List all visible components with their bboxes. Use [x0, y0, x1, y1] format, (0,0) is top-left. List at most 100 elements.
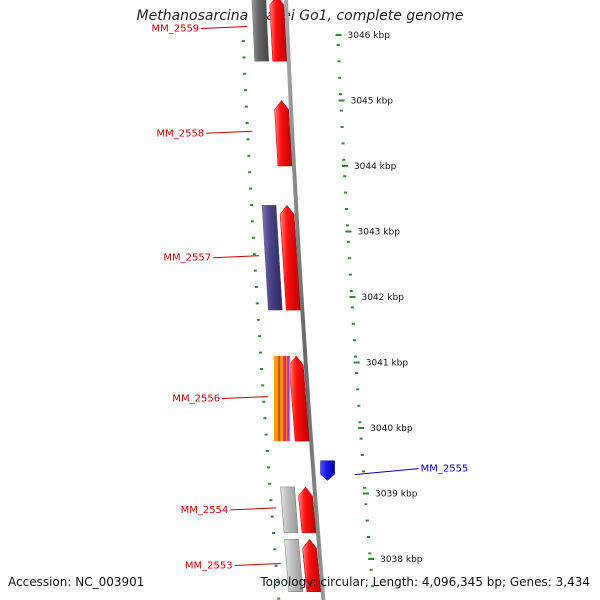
outer-minor-tick — [346, 240, 350, 243]
genome-backbone — [283, 0, 326, 600]
inner-minor-tick — [265, 450, 269, 452]
outer-minor-tick — [365, 519, 369, 522]
outer-minor-tick — [343, 175, 347, 178]
inner-minor-tick — [263, 417, 267, 420]
scale-tick-label: 3043 kbp — [358, 228, 401, 238]
outer-minor-tick — [345, 224, 349, 227]
gene-arrow — [302, 538, 322, 592]
gene-arrow — [298, 486, 317, 534]
inner-minor-tick — [243, 72, 247, 75]
scale-major-tick — [338, 99, 345, 102]
inner-minor-tick — [273, 548, 277, 551]
inner-minor-tick — [277, 597, 281, 600]
outer-minor-tick — [358, 421, 362, 424]
outer-minor-tick — [350, 306, 354, 309]
gene-label-leader — [201, 26, 248, 29]
scale-major-tick — [363, 492, 369, 495]
inner-minor-tick — [244, 89, 247, 92]
outer-minor-tick — [341, 142, 345, 145]
inner-minor-tick — [252, 253, 256, 256]
inner-minor-tick — [244, 105, 248, 108]
outer-minor-tick — [359, 437, 363, 440]
accession-text: Accession: NC_003901 — [8, 575, 145, 589]
domain-feature — [261, 205, 283, 311]
gene-label: MM_2554 — [181, 505, 229, 516]
outer-minor-tick — [344, 191, 348, 194]
outer-minor-tick — [347, 257, 351, 260]
domain-feature — [278, 355, 281, 442]
scale-major-tick — [349, 296, 356, 298]
scale-tick-label: 3042 kbp — [362, 293, 405, 303]
inner-minor-tick — [245, 122, 249, 124]
domain-feature — [251, 0, 269, 62]
scale-tick-label: 3044 kbp — [354, 162, 397, 172]
gene-label-layer: MM_2559 MM_2558 MM_2557 MM_2556 MM_2555 MM_25… — [151, 24, 468, 572]
outer-minor-tick — [336, 44, 340, 46]
scale-major-tick — [368, 558, 375, 560]
gene-mm_2553 — [284, 538, 322, 592]
outer-minor-tick — [356, 388, 360, 391]
gene-mm_2554 — [280, 486, 317, 534]
inner-minor-tick — [253, 269, 257, 272]
scale-major-tick — [335, 34, 342, 36]
outer-minor-tick — [337, 60, 341, 63]
inner-minor-tick — [256, 318, 260, 321]
inner-minor-tick — [269, 499, 273, 502]
gene-label: MM_2559 — [151, 24, 199, 35]
scale-tick-label: 3038 kbp — [380, 555, 423, 565]
scale-tick-label: 3040 kbp — [370, 424, 413, 434]
scale-tick-label: 3046 kbp — [348, 31, 391, 41]
gene-arrow — [269, 0, 287, 62]
gene-label-leader — [230, 507, 277, 511]
scale-tick-label: 3039 kbp — [375, 490, 418, 500]
outer-minor-tick — [339, 109, 343, 112]
gene-label: MM_2553 — [185, 561, 233, 572]
gene-label-leader — [354, 468, 419, 476]
gene-arrow — [289, 355, 310, 442]
gene-layer — [251, 0, 335, 592]
gene-label-leader — [213, 255, 260, 259]
domain-feature — [284, 539, 303, 592]
inner-minor-tick — [272, 532, 275, 534]
scale-major-tick — [345, 230, 352, 233]
outer-minor-tick — [354, 355, 357, 358]
outer-minor-tick — [364, 503, 368, 506]
gene-label: MM_2556 — [172, 394, 220, 405]
gene-label: MM_2557 — [163, 253, 211, 264]
inner-minor-tick — [275, 581, 279, 584]
outer-minor-tick — [352, 339, 356, 342]
outer-minor-tick — [362, 470, 365, 473]
scale-tick-label: 3041 kbp — [366, 359, 409, 369]
scale-major-tick — [353, 361, 360, 364]
outer-minor-tick — [355, 372, 359, 374]
inner-minor-tick — [241, 40, 245, 42]
outer-minor-tick — [370, 585, 374, 588]
outer-minor-tick — [338, 76, 342, 79]
gene-arrow — [274, 100, 293, 167]
inner-minor-tick — [257, 335, 261, 338]
gene-label: MM_2558 — [156, 128, 204, 139]
outer-minor-tick — [360, 454, 364, 456]
outer-minor-tick — [348, 273, 352, 276]
gene-arrow — [279, 204, 301, 311]
inner-minor-tick — [267, 466, 270, 469]
inner-minor-tick — [259, 351, 262, 354]
gene-mm_2557 — [261, 204, 301, 311]
outer-minor-tick — [345, 208, 348, 210]
gene-label-leader — [222, 396, 269, 399]
inner-minor-tick — [247, 154, 251, 157]
inner-minor-tick — [248, 171, 252, 174]
inner-minor-tick — [242, 56, 246, 59]
inner-minor-tick — [246, 138, 250, 141]
minor-tick-layer — [241, 40, 374, 600]
inner-minor-tick — [262, 400, 266, 403]
gene-mm_2558 — [274, 100, 293, 167]
inner-minor-tick — [254, 286, 258, 288]
scale-tick-layer: 3046 kbp 3045 kbp 3044 kbp 3043 kbp 3042 kbp… — [335, 31, 423, 565]
inner-minor-tick — [249, 187, 253, 190]
gene-label-leader — [234, 563, 281, 566]
inner-minor-tick — [260, 368, 264, 370]
outer-minor-tick — [368, 552, 372, 555]
outer-minor-tick — [339, 93, 342, 96]
